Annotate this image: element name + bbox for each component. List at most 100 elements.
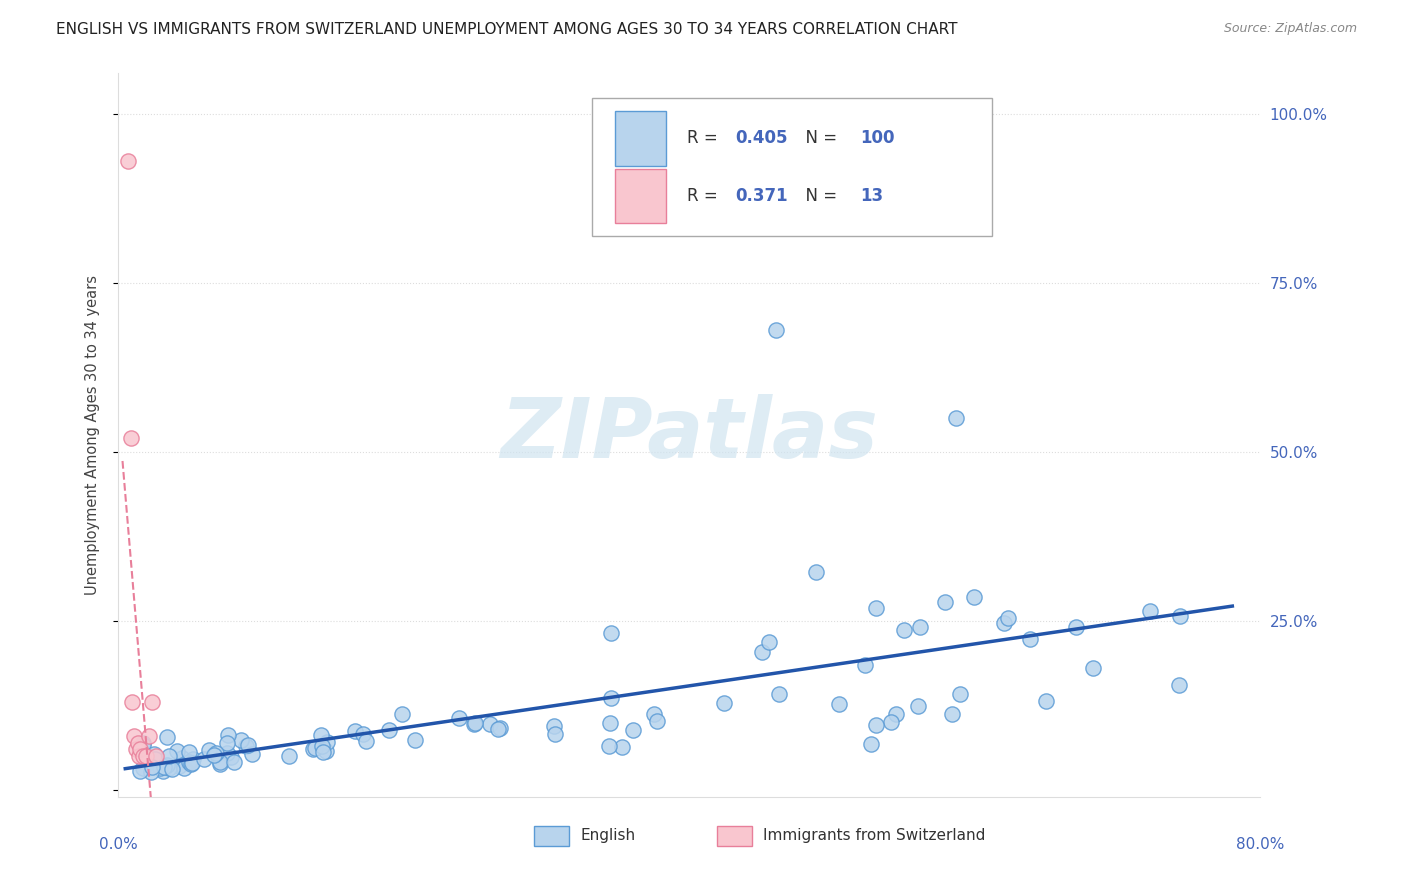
Point — [758, 635, 780, 649]
Point — [486, 723, 509, 737]
Point — [880, 715, 903, 730]
Point — [544, 726, 567, 740]
Text: 13: 13 — [860, 186, 883, 205]
Point — [963, 591, 986, 605]
Point — [132, 738, 155, 752]
Point — [765, 323, 787, 337]
Point — [478, 717, 501, 731]
Point — [181, 752, 204, 766]
Point — [215, 746, 238, 760]
Point — [242, 747, 264, 762]
Point — [612, 740, 634, 755]
Point — [128, 749, 150, 764]
Point — [354, 734, 377, 748]
Point — [145, 749, 167, 764]
Point — [180, 757, 202, 772]
Point — [197, 743, 219, 757]
Point — [235, 739, 257, 754]
Point — [127, 736, 149, 750]
Point — [162, 762, 184, 776]
Point — [122, 729, 145, 743]
Point — [125, 742, 148, 756]
Point — [343, 724, 366, 739]
Point — [172, 751, 194, 765]
Point — [1139, 603, 1161, 617]
Point — [117, 153, 139, 168]
Point — [129, 742, 152, 756]
Point — [316, 735, 339, 749]
Point — [865, 600, 887, 615]
Point — [751, 645, 773, 659]
Text: English: English — [581, 829, 636, 844]
Text: 0.405: 0.405 — [735, 129, 787, 147]
Point — [166, 744, 188, 758]
Point — [304, 740, 326, 755]
Bar — [614, 169, 666, 223]
Point — [713, 696, 735, 710]
Y-axis label: Unemployment Among Ages 30 to 34 years: Unemployment Among Ages 30 to 34 years — [86, 275, 100, 595]
Point — [1035, 694, 1057, 708]
Point — [352, 727, 374, 741]
Point — [643, 706, 665, 721]
Point — [173, 761, 195, 775]
Point — [179, 746, 201, 760]
Point — [135, 749, 157, 764]
Point — [179, 755, 201, 769]
Point — [132, 761, 155, 775]
Text: R =: R = — [688, 186, 723, 205]
Point — [311, 745, 333, 759]
Point — [945, 411, 967, 425]
Point — [121, 695, 143, 709]
Point — [156, 757, 179, 772]
Point — [167, 759, 190, 773]
Point — [893, 623, 915, 637]
Point — [599, 716, 621, 731]
Point — [217, 736, 239, 750]
Point — [236, 739, 259, 753]
Point — [152, 764, 174, 779]
Point — [828, 697, 851, 711]
Point — [159, 748, 181, 763]
Point — [543, 719, 565, 733]
Point — [941, 707, 963, 722]
Point — [449, 711, 471, 725]
Point — [865, 718, 887, 732]
Point — [1064, 619, 1087, 633]
Point — [141, 760, 163, 774]
Point — [463, 717, 485, 731]
Point — [205, 746, 228, 760]
Point — [202, 747, 225, 762]
Point — [598, 739, 620, 753]
Point — [222, 755, 245, 769]
Text: R =: R = — [688, 129, 723, 147]
Point — [209, 757, 232, 772]
Point — [301, 742, 323, 756]
Point — [138, 729, 160, 743]
Point — [910, 620, 932, 634]
Point — [120, 431, 142, 445]
Point — [315, 744, 337, 758]
Point — [768, 687, 790, 701]
Point — [277, 749, 299, 764]
Point — [217, 728, 239, 742]
Point — [378, 723, 401, 737]
Text: N =: N = — [796, 129, 842, 147]
Point — [143, 752, 166, 766]
Point — [193, 752, 215, 766]
Point — [219, 750, 242, 764]
Point — [997, 611, 1019, 625]
Point — [156, 731, 179, 745]
Point — [599, 625, 621, 640]
Point — [132, 749, 155, 764]
FancyBboxPatch shape — [592, 98, 991, 235]
Text: N =: N = — [796, 186, 842, 205]
Text: 0.371: 0.371 — [735, 186, 787, 205]
Point — [143, 747, 166, 761]
Point — [907, 698, 929, 713]
Point — [464, 715, 486, 730]
Point — [1019, 632, 1042, 646]
Point — [623, 723, 645, 737]
Point — [149, 761, 172, 775]
Point — [489, 721, 512, 735]
Text: ENGLISH VS IMMIGRANTS FROM SWITZERLAND UNEMPLOYMENT AMONG AGES 30 TO 34 YEARS CO: ENGLISH VS IMMIGRANTS FROM SWITZERLAND U… — [56, 22, 957, 37]
